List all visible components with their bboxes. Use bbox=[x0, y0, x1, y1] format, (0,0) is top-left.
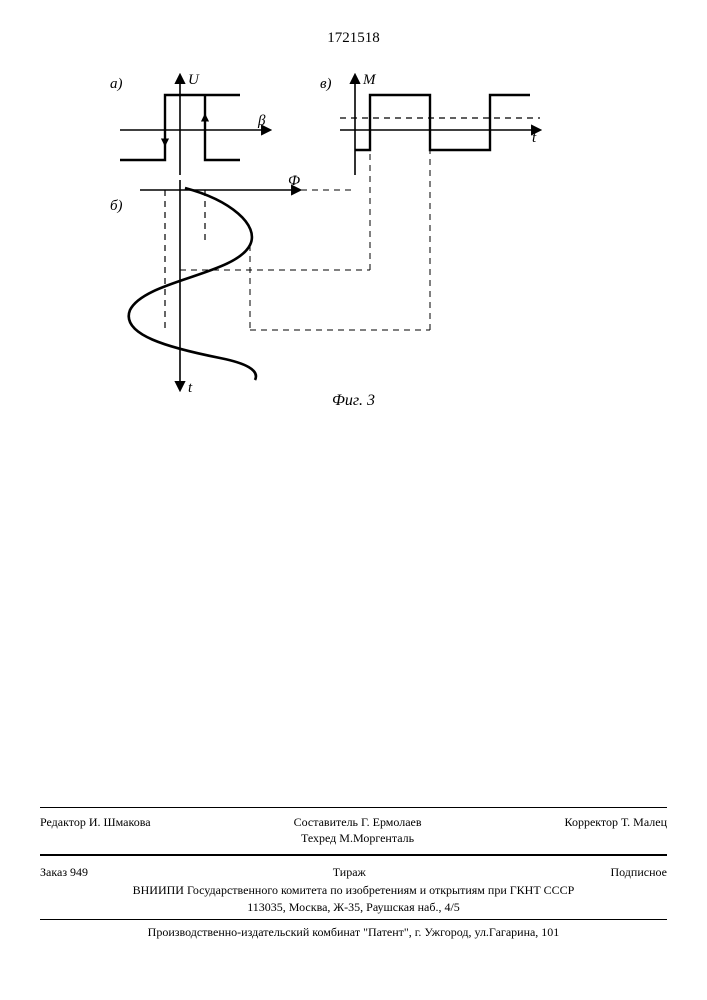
publisher-line: Производственно-издательский комбинат "П… bbox=[40, 924, 667, 940]
techred-label: Техред bbox=[301, 831, 336, 845]
corrector-label: Корректор bbox=[565, 815, 619, 829]
editor: Редактор И. Шмакова bbox=[40, 814, 151, 846]
panel-a: а) U β bbox=[110, 72, 270, 175]
tirazh: Тираж bbox=[333, 864, 366, 880]
footer-block: Редактор И. Шмакова Составитель Г. Ермол… bbox=[40, 803, 667, 940]
order-number: Заказ 949 bbox=[40, 864, 88, 880]
divider bbox=[40, 919, 667, 920]
org-line1: ВНИИПИ Государственного комитета по изоб… bbox=[40, 882, 667, 898]
corrector: Корректор Т. Малец bbox=[565, 814, 667, 846]
figure-3: а) U β в) M t bbox=[110, 70, 550, 400]
figure-caption: Фиг. 3 bbox=[0, 392, 707, 410]
divider-thick bbox=[40, 854, 667, 856]
document-number: 1721518 bbox=[0, 30, 707, 47]
panel-a-yaxis: U bbox=[188, 72, 200, 88]
panel-b-xaxis: Ф bbox=[288, 173, 300, 189]
panel-b-label: б) bbox=[110, 198, 123, 214]
techred-name: М.Моргенталь bbox=[339, 831, 414, 845]
compiler-name: Г. Ермолаев bbox=[361, 815, 421, 829]
org-line2: 113035, Москва, Ж-35, Раушская наб., 4/5 bbox=[40, 899, 667, 915]
panel-b: б) Ф t bbox=[110, 150, 430, 396]
panel-v-yaxis: M bbox=[362, 72, 377, 88]
panel-v-xaxis: t bbox=[532, 130, 537, 146]
figure-svg: а) U β в) M t bbox=[110, 70, 550, 400]
compiler-techred: Составитель Г. Ермолаев Техред М.Моргент… bbox=[294, 814, 422, 846]
editor-label: Редактор bbox=[40, 815, 86, 829]
compiler-label: Составитель bbox=[294, 815, 358, 829]
panel-a-xaxis: β bbox=[257, 113, 266, 129]
divider bbox=[40, 807, 667, 808]
corrector-name: Т. Малец bbox=[621, 815, 667, 829]
credits-row: Редактор И. Шмакова Составитель Г. Ермол… bbox=[40, 812, 667, 848]
editor-name: И. Шмакова bbox=[89, 815, 151, 829]
panel-a-label: а) bbox=[110, 76, 123, 92]
order-row: Заказ 949 Тираж Подписное bbox=[40, 862, 667, 882]
subscription: Подписное bbox=[610, 864, 667, 880]
panel-v-label: в) bbox=[320, 76, 332, 92]
